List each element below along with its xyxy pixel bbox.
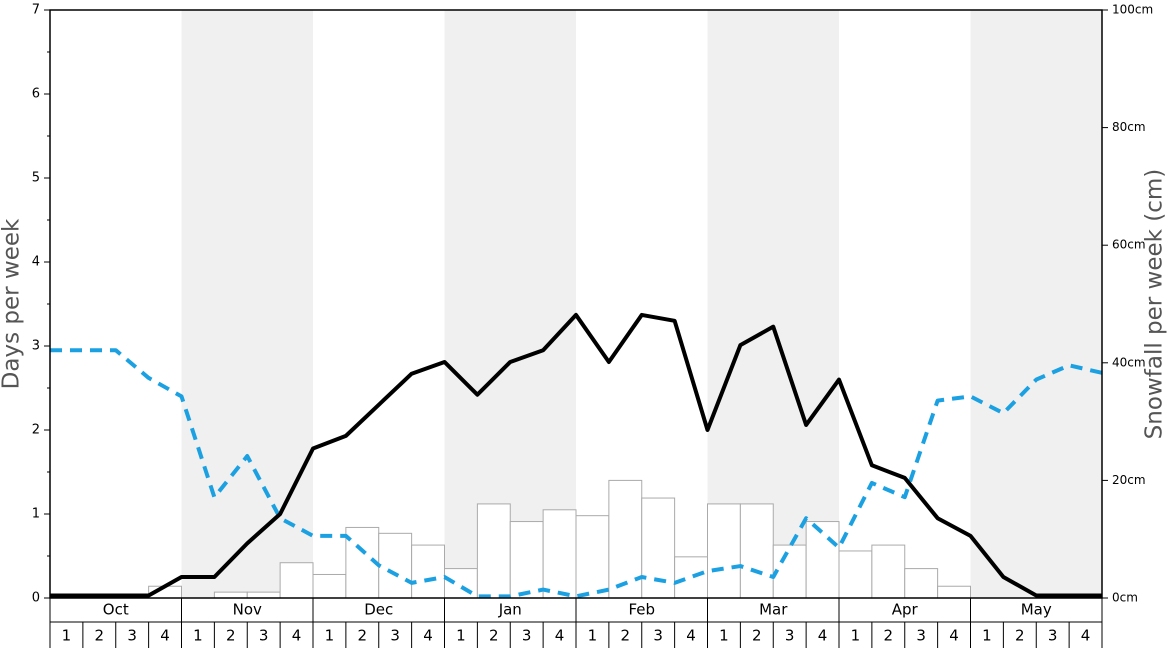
bar [279,562,314,599]
x-tick-label: 4 [423,627,433,645]
bar [805,521,840,599]
bar [542,509,577,599]
month-label: Dec [364,601,393,619]
x-tick-label: 4 [160,627,170,645]
bar [641,497,676,599]
bar [411,544,445,599]
month-label: Apr [892,601,919,619]
x-tick-label: 2 [1015,627,1025,645]
bar [213,591,248,599]
bar [904,568,939,599]
month-label: Oct [103,601,129,619]
y-tick-label: 0 [32,591,40,606]
x-tick-label: 4 [555,627,565,645]
x-tick-label: 4 [686,627,696,645]
y2-tick-label: 60cm [1112,238,1146,252]
y2-tick-label: 20cm [1112,473,1146,487]
x-tick-label: 2 [752,627,762,645]
x-tick-label: 3 [916,627,926,645]
y2-tick-label: 40cm [1112,355,1146,369]
x-tick-label: 3 [653,627,663,645]
x-tick-label: 3 [127,627,137,645]
x-tick-label: 3 [259,627,269,645]
month-label: Nov [233,601,262,619]
y-tick-label: 4 [32,255,40,270]
month-shade [444,10,576,598]
x-tick-label: 1 [851,627,861,645]
bar [871,544,906,599]
bar [707,503,741,599]
x-tick-label: 2 [621,627,631,645]
month-shade [970,10,1102,598]
y2-tick-label: 100cm [1112,3,1153,17]
x-tick-label: 3 [1048,627,1058,645]
month-shade [181,10,313,598]
month-label: Jan [498,601,522,619]
bar [575,515,610,599]
month-label: Feb [628,601,655,619]
x-tick-label: 2 [489,627,499,645]
x-tick-label: 4 [292,627,302,645]
bar [476,503,511,599]
y-tick-label: 5 [32,171,40,186]
bar [509,521,544,599]
y2-tick-label: 0cm [1112,591,1138,605]
x-tick-label: 2 [884,627,894,645]
x-tick-label: 3 [785,627,795,645]
bar [378,532,413,599]
x-tick-label: 4 [1081,627,1091,645]
bar [739,503,774,599]
month-label: May [1021,601,1052,619]
y2-axis-title: Snowfall per week (cm) [1142,169,1168,440]
bar [246,591,281,599]
y2-tick-label: 80cm [1112,120,1146,134]
x-tick-label: 1 [193,627,203,645]
bar [674,556,708,599]
x-tick-label: 3 [390,627,400,645]
x-tick-label: 4 [818,627,828,645]
x-tick-label: 1 [719,627,729,645]
line [50,312,1102,598]
bar [444,568,478,599]
line [50,348,1103,599]
y-tick-label: 6 [32,87,40,102]
y-tick-label: 2 [32,423,40,438]
bar [937,585,971,599]
x-tick-label: 2 [358,627,368,645]
x-tick-label: 1 [982,627,992,645]
bar [838,550,873,599]
x-tick-label: 3 [522,627,532,645]
y-tick-label: 7 [32,3,40,18]
x-tick-label: 2 [226,627,236,645]
x-tick-label: 1 [62,627,72,645]
y-tick-label: 3 [32,339,40,354]
month-shade [707,10,839,598]
y-tick-label: 1 [32,507,40,522]
x-tick-label: 1 [325,627,335,645]
x-tick-label: 4 [949,627,959,645]
x-tick-label: 1 [588,627,598,645]
bar [312,573,347,599]
month-label: Mar [759,601,788,619]
x-tick-label: 2 [95,627,105,645]
y-axis-title: Days per week [0,218,25,389]
x-tick-label: 1 [456,627,466,645]
